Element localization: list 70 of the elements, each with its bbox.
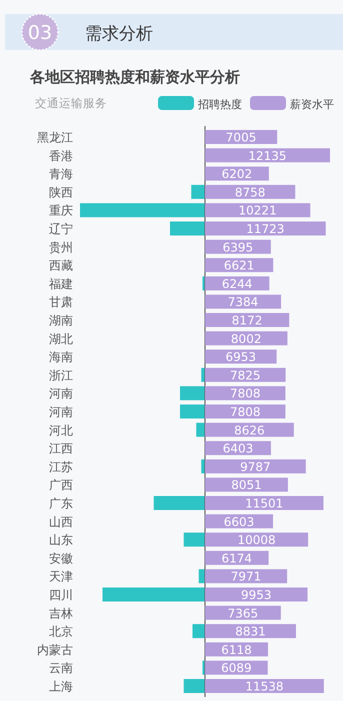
data-label: 6603 [224, 514, 254, 529]
y-tick-label: 广东 [49, 496, 73, 510]
y-tick-label: 河南 [49, 405, 73, 419]
y-tick-label: 西藏 [49, 258, 73, 273]
data-label: 6621 [224, 258, 254, 273]
data-label: 7825 [230, 368, 261, 382]
data-label: 6118 [221, 642, 252, 657]
data-label: 6953 [226, 350, 256, 364]
data-label: 7384 [228, 295, 258, 310]
data-label: 10221 [238, 204, 277, 218]
chart-subtitle: 交通运输服务 [35, 96, 107, 110]
data-label: 10008 [237, 533, 276, 548]
y-tick-label: 江苏 [49, 460, 73, 474]
chart-title: 各地区招聘热度和薪资水平分析 [29, 68, 240, 86]
y-tick-label: 河北 [49, 423, 73, 438]
y-tick-label: 浙江 [49, 368, 73, 382]
data-label: 6244 [222, 276, 252, 291]
y-tick-label: 黑龙江 [37, 130, 73, 144]
bar [205, 148, 330, 162]
data-label: 11723 [246, 222, 284, 236]
y-tick-label: 陕西 [49, 185, 73, 200]
y-tick-label: 福建 [49, 276, 73, 291]
data-label: 11501 [245, 496, 284, 510]
data-label: 6174 [222, 551, 252, 566]
y-tick-label: 山东 [49, 533, 73, 548]
y-tick-label: 安徽 [49, 551, 73, 566]
y-tick-label: 河南 [49, 386, 73, 401]
data-label: 6395 [222, 240, 254, 254]
data-label: 6403 [222, 442, 254, 456]
data-label: 12135 [248, 148, 287, 163]
y-tick-label: 云南 [49, 661, 73, 676]
data-label: 11538 [245, 680, 284, 694]
y-tick-label: 甘肃 [49, 295, 73, 310]
data-label: 9953 [240, 588, 272, 602]
data-label: 7808 [230, 386, 260, 401]
y-tick-label: 山西 [49, 514, 73, 529]
data-label: 8831 [235, 624, 266, 639]
data-label: 7365 [228, 606, 258, 620]
data-label: 8172 [232, 314, 262, 328]
y-tick-label: 内蒙古 [37, 642, 73, 657]
y-tick-label: 青海 [49, 167, 73, 182]
data-label: 6089 [221, 661, 252, 676]
data-label: 8002 [230, 332, 262, 346]
y-tick-label: 香港 [49, 148, 73, 163]
y-tick-label: 重庆 [49, 204, 73, 218]
data-label: 6202 [222, 167, 252, 182]
data-label: 8626 [234, 423, 265, 438]
data-label: 7808 [230, 405, 260, 419]
y-tick-label: 北京 [49, 624, 73, 639]
data-label: 7971 [230, 570, 262, 584]
data-label: 9787 [240, 460, 271, 474]
data-label: 8758 [234, 185, 266, 200]
y-tick-label: 广西 [49, 478, 73, 492]
y-tick-label: 湖北 [49, 332, 73, 346]
legend-label: 招聘热度 [197, 98, 242, 111]
y-tick-label: 吉林 [49, 606, 73, 620]
y-tick-label: 湖南 [49, 314, 73, 328]
y-tick-label: 辽宁 [49, 222, 73, 236]
y-tick-label: 江西 [49, 442, 73, 456]
y-tick-label: 四川 [49, 588, 73, 602]
y-tick-label: 上海 [49, 680, 73, 694]
y-tick-label: 贵州 [49, 240, 73, 254]
data-label: 7005 [226, 130, 256, 144]
bar [205, 313, 290, 327]
y-tick-label: 天津 [49, 570, 73, 584]
data-label: 8051 [231, 478, 262, 492]
text: 03 [28, 22, 52, 44]
y-tick-label: 海南 [49, 350, 73, 364]
legend-label: 薪资水平 [290, 98, 334, 111]
text: 需求分析 [85, 24, 153, 44]
